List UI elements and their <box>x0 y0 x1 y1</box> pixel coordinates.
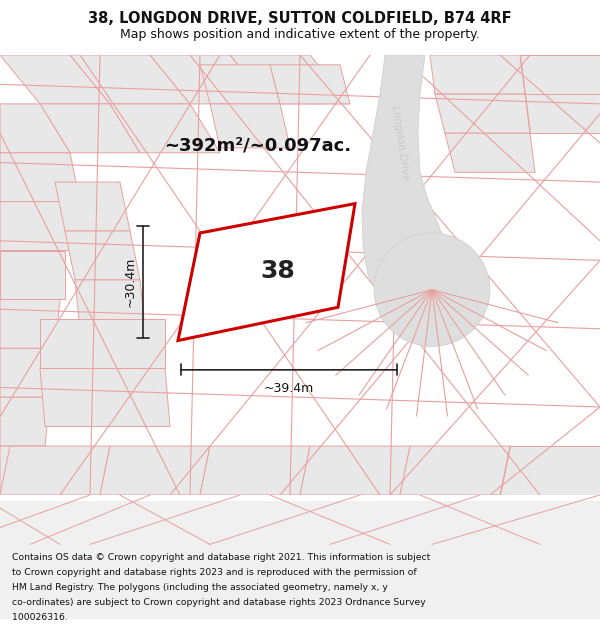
Text: ~30.4m: ~30.4m <box>124 257 137 307</box>
Polygon shape <box>435 94 530 133</box>
Text: ~392m²/~0.097ac.: ~392m²/~0.097ac. <box>164 137 352 155</box>
Polygon shape <box>500 446 600 495</box>
Text: 38, LONGDON DRIVE, SUTTON COLDFIELD, B74 4RF: 38, LONGDON DRIVE, SUTTON COLDFIELD, B74… <box>88 11 512 26</box>
Polygon shape <box>300 446 410 495</box>
Text: Map shows position and indicative extent of the property.: Map shows position and indicative extent… <box>120 28 480 41</box>
Polygon shape <box>75 280 145 329</box>
Polygon shape <box>200 446 310 495</box>
Text: Longdon Drive: Longdon Drive <box>390 105 410 181</box>
Text: ~39.4m: ~39.4m <box>264 382 314 394</box>
Polygon shape <box>0 446 110 495</box>
Polygon shape <box>0 348 55 398</box>
Text: HM Land Registry. The polygons (including the associated geometry, namely x, y: HM Land Registry. The polygons (includin… <box>12 583 388 592</box>
Polygon shape <box>0 104 70 152</box>
Polygon shape <box>0 299 60 348</box>
Polygon shape <box>430 55 525 94</box>
Text: to Crown copyright and database rights 2023 and is reproduced with the permissio: to Crown copyright and database rights 2… <box>12 569 416 578</box>
Text: co-ordinates) are subject to Crown copyright and database rights 2023 Ordnance S: co-ordinates) are subject to Crown copyr… <box>12 598 426 608</box>
Polygon shape <box>65 231 140 280</box>
Polygon shape <box>445 133 535 172</box>
Polygon shape <box>210 104 290 148</box>
Polygon shape <box>178 204 355 341</box>
Polygon shape <box>40 368 170 426</box>
Polygon shape <box>55 182 130 231</box>
Polygon shape <box>0 152 80 202</box>
Polygon shape <box>0 398 50 446</box>
Polygon shape <box>150 55 270 104</box>
Polygon shape <box>0 55 110 104</box>
Polygon shape <box>270 65 350 104</box>
Polygon shape <box>400 446 510 495</box>
Text: Contains OS data © Crown copyright and database right 2021. This information is : Contains OS data © Crown copyright and d… <box>12 554 430 562</box>
Polygon shape <box>70 55 190 104</box>
Polygon shape <box>230 55 350 104</box>
Polygon shape <box>525 94 600 133</box>
Circle shape <box>374 233 490 346</box>
Polygon shape <box>40 104 140 152</box>
Polygon shape <box>362 55 448 304</box>
Polygon shape <box>0 202 75 251</box>
Text: 100026316.: 100026316. <box>12 613 68 622</box>
Text: 38: 38 <box>260 259 295 283</box>
Polygon shape <box>0 251 65 299</box>
Polygon shape <box>100 446 210 495</box>
Polygon shape <box>110 104 220 152</box>
Polygon shape <box>520 55 600 94</box>
Polygon shape <box>0 446 45 495</box>
Polygon shape <box>200 65 280 104</box>
Polygon shape <box>40 319 165 368</box>
